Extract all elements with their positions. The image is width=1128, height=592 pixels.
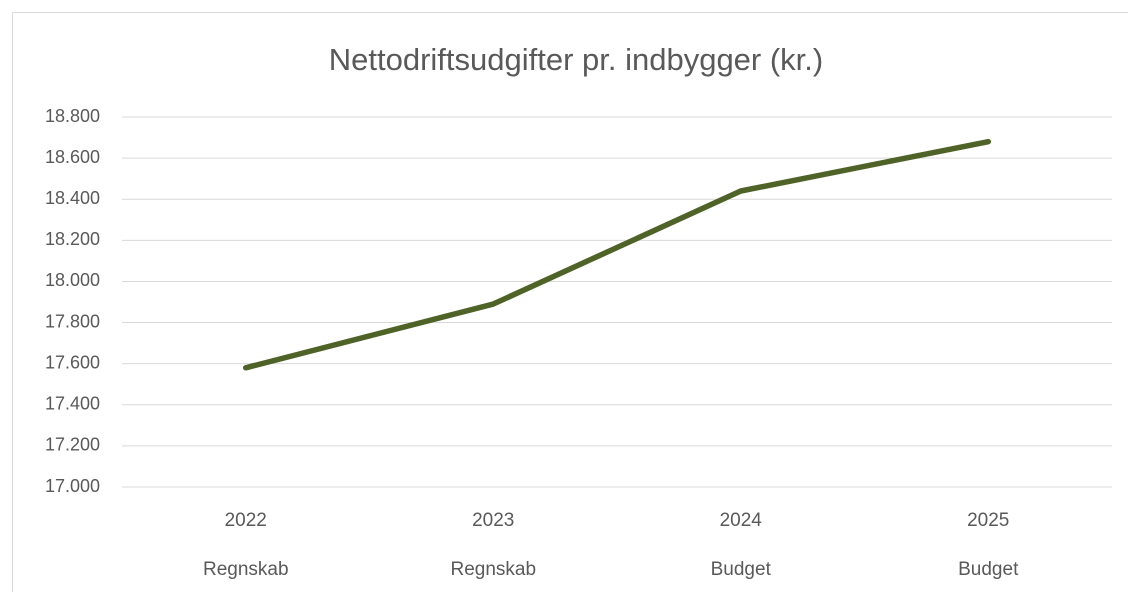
chart-border [12,12,1128,592]
chart-title: Nettodriftsudgifter pr. indbygger (kr.) [329,42,824,77]
x-tick-label: 2023 [472,510,514,531]
y-tick-label: 17.800 [45,311,100,331]
line [243,138,991,371]
y-tick-label: 18.200 [45,229,100,249]
x-tick-label: Regnskab [450,559,536,580]
y-tick-label: 17.400 [45,394,100,414]
y-tick-label: 18.000 [45,270,100,290]
x-tick-label: Regnskab [203,559,289,580]
y-tick-label: 17.000 [45,476,100,496]
y-tick-label: 18.800 [45,106,100,126]
x-tick-label: 2024 [720,510,763,531]
y-tick-label: 17.200 [45,435,100,455]
x-tick-label: 2025 [967,510,1009,531]
x-tick-label: Budget [958,559,1019,580]
y-tick-label: 18.400 [45,188,100,208]
x-tick-label: 2022 [225,510,267,531]
y-tick-label: 18.600 [45,147,100,167]
x-tick-label: Budget [711,559,772,580]
y-tick-label: 17.600 [45,352,100,372]
